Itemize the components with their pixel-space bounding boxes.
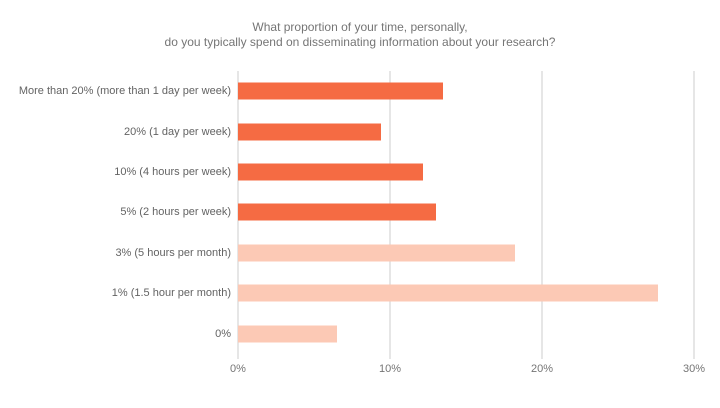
category-label: 10% (4 hours per week) <box>114 166 231 179</box>
gridline <box>693 71 695 359</box>
x-axis-tick-label: 0% <box>230 363 246 375</box>
category-label: 20% (1 day per week) <box>124 125 231 138</box>
x-axis-tick-label: 20% <box>530 363 553 375</box>
bar-row: 5% (2 hours per week) <box>120 192 694 232</box>
bar <box>238 163 424 181</box>
chart-title: What proportion of your time, personally… <box>0 20 720 50</box>
category-label: 0% <box>215 327 231 340</box>
x-axis-tick-label: 10% <box>378 363 401 375</box>
bar-row: More than 20% (more than 1 day per week) <box>19 71 694 111</box>
bar <box>238 203 436 221</box>
category-label: 5% (2 hours per week) <box>120 206 231 219</box>
category-label: 1% (1.5 hour per month) <box>111 287 231 300</box>
x-axis-tick-label: 30% <box>682 363 706 375</box>
bar <box>238 244 515 262</box>
bar-row: 20% (1 day per week) <box>124 111 694 151</box>
bar <box>238 325 337 343</box>
plot-area: 0% 10% 20% 30% More than 20% (more than 1 da… <box>19 71 705 375</box>
bar-row: 10% (4 hours per week) <box>114 152 694 192</box>
chart-title-line1: What proportion of your time, personally… <box>252 20 468 34</box>
bar-row: 3% (5 hours per month) <box>115 233 694 273</box>
bar-row: 0% <box>215 314 694 354</box>
gridline <box>541 71 543 359</box>
chart-title-line2: do you typically spend on disseminating … <box>164 35 556 49</box>
category-label: 3% (5 hours per month) <box>115 246 231 259</box>
bar <box>238 284 658 302</box>
category-label: More than 20% (more than 1 day per week) <box>18 85 231 98</box>
bar <box>238 82 444 100</box>
bar-row: 1% (1.5 hour per month) <box>112 273 694 313</box>
bar <box>238 123 381 141</box>
